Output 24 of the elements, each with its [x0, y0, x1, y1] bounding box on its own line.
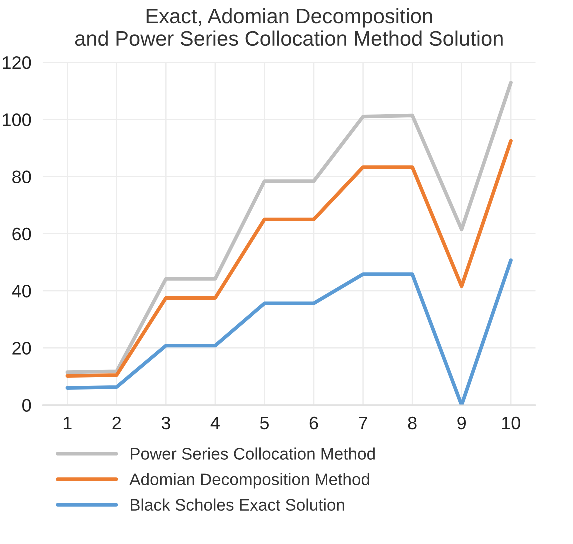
x-tick-label: 2	[112, 416, 122, 430]
x-tick-label: 8	[408, 416, 417, 430]
x-tick-label: 5	[260, 417, 269, 430]
y-tick-label: 120	[3, 56, 32, 70]
line-series	[66, 258, 513, 406]
x-tick-label: 4	[210, 417, 220, 430]
line-series	[66, 139, 513, 378]
legend-label: Adomian Decomposition Method	[130, 473, 370, 489]
x-tick-label: 9	[458, 416, 466, 430]
x-tick-label: 3	[162, 416, 170, 430]
x-tick-label: 10	[502, 416, 520, 430]
x-tick-label: 7	[359, 417, 368, 430]
legend-label: Black Scholes Exact Solution	[131, 498, 344, 512]
x-tick-label: 1	[64, 417, 72, 430]
legend-label: Power Series Collocation Method	[131, 448, 375, 460]
x-tick-label: 6	[310, 416, 318, 430]
y-tick-label: 100	[3, 114, 32, 126]
y-tick-label: 20	[12, 342, 32, 355]
chart-title: Exact, Adomian Decomposition and Power Series Collocation Method Solution	[75, 8, 503, 46]
y-tick-label: 0	[22, 399, 32, 412]
y-tick-label: 80	[12, 170, 32, 184]
y-tick-label: 40	[12, 284, 32, 298]
line-series	[66, 81, 513, 374]
y-tick-label: 60	[12, 228, 32, 241]
